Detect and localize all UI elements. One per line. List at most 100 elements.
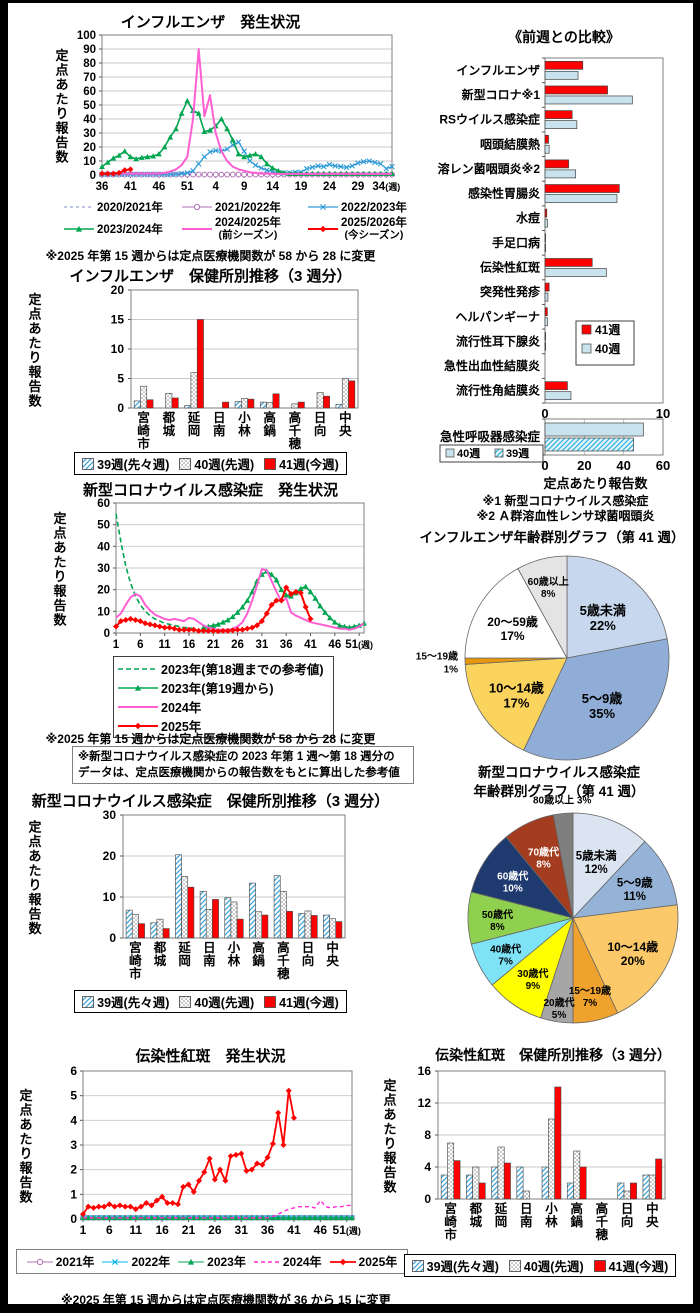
svg-text:延: 延 bbox=[494, 1201, 508, 1216]
svg-text:中: 中 bbox=[326, 940, 339, 955]
svg-text:34(週): 34(週) bbox=[372, 181, 400, 193]
svg-text:高: 高 bbox=[596, 1201, 609, 1216]
svg-text:崎: 崎 bbox=[444, 1214, 457, 1229]
legend-item: 2024/2025年 (前シーズン) bbox=[182, 217, 281, 241]
svg-text:日: 日 bbox=[203, 941, 216, 955]
svg-text:点: 点 bbox=[383, 1092, 396, 1107]
svg-text:50: 50 bbox=[97, 520, 110, 532]
legend-item: 2021年 bbox=[26, 1253, 94, 1270]
svg-text:31: 31 bbox=[235, 1223, 249, 1237]
svg-text:定: 定 bbox=[18, 1088, 32, 1103]
svg-text:定: 定 bbox=[27, 292, 41, 307]
svg-text:4: 4 bbox=[213, 181, 220, 193]
svg-text:岡: 岡 bbox=[495, 1215, 508, 1229]
svg-text:5歳未満: 5歳未満 bbox=[576, 848, 617, 862]
svg-text:鍋: 鍋 bbox=[570, 1214, 583, 1229]
ery-center-title: 伝染性紅斑 保健所別推移（3 週分） bbox=[435, 1047, 671, 1063]
svg-text:報: 報 bbox=[28, 892, 42, 907]
svg-text:6: 6 bbox=[106, 1223, 113, 1237]
svg-text:8%: 8% bbox=[490, 922, 505, 933]
svg-text:中: 中 bbox=[339, 410, 352, 425]
legend-item: 2025年 bbox=[118, 716, 324, 735]
flu-trend-legend: 2020/2021年 2021/2022年 2022/2023年 2023/2024年… bbox=[64, 199, 426, 241]
flu-center-chart: 0 5 10 15 20 宮崎市都城延岡日南小林高鍋高千穂日向中央定点あたり報告数 bbox=[23, 283, 398, 453]
ery-center-chart: 0 4 8 12 16 宮崎市都城延岡日南小林高鍋高千穂日向中央定点あたり報告数 bbox=[380, 1059, 690, 1251]
svg-text:26: 26 bbox=[208, 1223, 222, 1237]
svg-text:7%: 7% bbox=[498, 956, 513, 967]
svg-text:数: 数 bbox=[53, 612, 67, 627]
covid-center-chart: 0 10 20 30 宮崎市都城延岡日南小林高鍋高千穂日向中央定点あたり報告数 bbox=[23, 807, 398, 987]
svg-text:36: 36 bbox=[96, 181, 109, 193]
svg-text:20～59歳: 20～59歳 bbox=[487, 614, 538, 629]
svg-text:5歳未満: 5歳未満 bbox=[580, 603, 626, 618]
svg-text:咽頭結膜熱: 咽頭結膜熱 bbox=[480, 136, 540, 151]
svg-text:り: り bbox=[28, 877, 41, 892]
svg-text:16: 16 bbox=[155, 1223, 169, 1237]
svg-text:あ: あ bbox=[28, 321, 41, 336]
svg-text:51(週): 51(週) bbox=[345, 639, 373, 651]
svg-text:告: 告 bbox=[383, 1165, 396, 1180]
legend-item: 2020/2021年 bbox=[64, 202, 163, 214]
svg-text:20: 20 bbox=[97, 585, 110, 597]
svg-text:1: 1 bbox=[80, 1223, 87, 1237]
svg-text:20: 20 bbox=[103, 849, 117, 863]
svg-text:30歳代: 30歳代 bbox=[517, 967, 548, 980]
svg-text:10%: 10% bbox=[503, 884, 523, 895]
svg-text:伝染性紅斑: 伝染性紅斑 bbox=[480, 259, 540, 274]
covid-center-legend: 39週(先々週) 40週(先週) 41週(今週) bbox=[23, 990, 398, 1013]
svg-text:17%: 17% bbox=[503, 695, 529, 710]
svg-text:あ: あ bbox=[19, 1117, 32, 1132]
svg-text:た: た bbox=[28, 335, 41, 350]
svg-text:城: 城 bbox=[163, 423, 176, 438]
svg-text:16: 16 bbox=[418, 1064, 432, 1078]
svg-text:11%: 11% bbox=[624, 891, 646, 903]
svg-text:市: 市 bbox=[137, 436, 150, 451]
svg-text:0: 0 bbox=[424, 1192, 431, 1206]
ery-trend-legend: 2021年 2022年 2023年 2024年 2025年 bbox=[16, 1249, 408, 1274]
svg-text:1: 1 bbox=[113, 639, 120, 651]
svg-text:60: 60 bbox=[97, 498, 110, 510]
svg-text:8%: 8% bbox=[536, 859, 551, 870]
svg-text:12%: 12% bbox=[585, 864, 608, 876]
svg-text:5: 5 bbox=[70, 1089, 77, 1103]
svg-text:70: 70 bbox=[83, 72, 96, 84]
svg-text:り: り bbox=[28, 350, 41, 365]
svg-text:告: 告 bbox=[19, 1175, 32, 1190]
svg-text:点: 点 bbox=[28, 834, 41, 849]
svg-text:定: 定 bbox=[52, 511, 66, 526]
svg-text:80: 80 bbox=[83, 58, 96, 70]
legend-item: 2023年 bbox=[178, 1253, 246, 1270]
legend-item: 2023年(第18週までの参考値) bbox=[118, 663, 324, 677]
svg-text:41週: 41週 bbox=[595, 322, 620, 337]
svg-text:流行性耳下腺炎: 流行性耳下腺炎 bbox=[456, 333, 540, 348]
svg-text:5～9歳: 5～9歳 bbox=[582, 691, 622, 706]
svg-text:林: 林 bbox=[545, 1214, 558, 1229]
svg-text:告: 告 bbox=[28, 906, 41, 921]
svg-text:46: 46 bbox=[328, 639, 341, 651]
svg-text:鍋: 鍋 bbox=[263, 423, 276, 438]
svg-text:日: 日 bbox=[621, 1202, 634, 1216]
svg-text:10: 10 bbox=[111, 342, 125, 356]
svg-text:た: た bbox=[55, 91, 68, 106]
svg-text:宮: 宮 bbox=[129, 940, 142, 955]
svg-text:た: た bbox=[383, 1121, 396, 1136]
svg-text:穂: 穂 bbox=[596, 1227, 609, 1242]
svg-text:告: 告 bbox=[53, 598, 66, 613]
svg-text:急性出血性結膜炎: 急性出血性結膜炎 bbox=[444, 358, 540, 373]
svg-text:21: 21 bbox=[207, 639, 220, 651]
comparison-chart: インフルエンザ 新型コロナ※1 RSウイルス感染症 咽頭結膜熱 溶レン菌咽頭炎※2 感染性… bbox=[428, 49, 693, 425]
svg-text:30: 30 bbox=[103, 808, 117, 822]
legend-item: 39週(先々週) bbox=[82, 454, 169, 473]
legend-item: 2023年(第19週から) bbox=[118, 678, 324, 697]
flu-center-title: インフルエンザ 保健所別推移（3 週分） bbox=[69, 268, 352, 285]
svg-text:RSウイルス感染症: RSウイルス感染症 bbox=[439, 112, 540, 127]
svg-text:小: 小 bbox=[227, 940, 241, 955]
svg-text:央: 央 bbox=[326, 953, 339, 968]
svg-text:30: 30 bbox=[83, 128, 96, 140]
svg-text:林: 林 bbox=[228, 953, 241, 968]
svg-text:0: 0 bbox=[541, 406, 548, 421]
svg-text:数: 数 bbox=[28, 921, 42, 936]
svg-text:5: 5 bbox=[117, 372, 124, 386]
svg-text:数: 数 bbox=[55, 149, 69, 164]
svg-text:告: 告 bbox=[28, 379, 41, 394]
